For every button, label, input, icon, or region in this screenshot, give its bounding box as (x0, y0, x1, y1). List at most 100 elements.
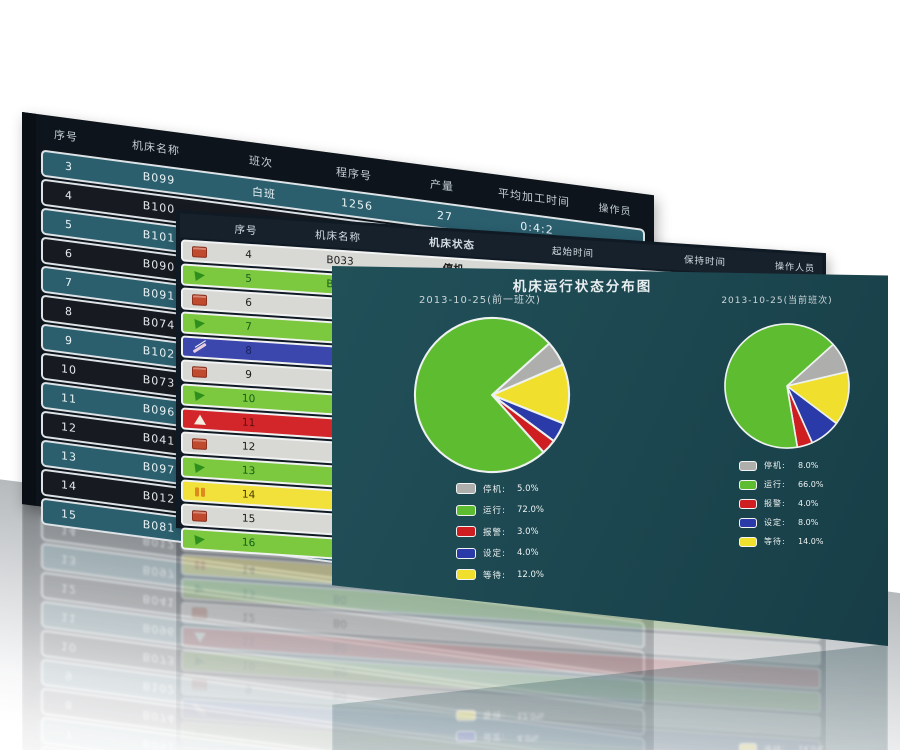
cell-serial: 9 (65, 333, 73, 348)
stop-icon (183, 293, 217, 306)
legend-value: 3.0% (517, 526, 539, 537)
cell-serial: 3 (65, 159, 73, 174)
legend-label: 运行: (764, 480, 786, 489)
legend-previous-shift: 停机: 5.0% 运行: 72.0% 报警: 3.0% 设定: 4.0% 等待: 12.0… (456, 478, 544, 586)
cell-serial: 4 (245, 248, 252, 262)
cell-output: 27 (437, 208, 453, 224)
cell-serial: 13 (61, 449, 77, 465)
cell-serial: 10 (241, 392, 256, 406)
status-distribution-screen: 机床运行状态分布图 2013-10-25(前一班次) 2013-10-25(当前… (332, 266, 888, 646)
legend-swatch-waiting (456, 569, 476, 581)
legend-label: 等待: (764, 537, 786, 546)
legend-swatch-alarm (739, 498, 757, 509)
header-output: 产量 (430, 177, 454, 194)
legend-swatch-setting (456, 547, 476, 559)
legend-swatch-running (456, 504, 476, 516)
legend-value: 4.0% (517, 548, 539, 559)
cell-serial: 16 (241, 536, 256, 550)
legend-item: 停机: 8.0% (739, 456, 823, 475)
cell-serial: 8 (245, 344, 252, 358)
legend-current-shift: 停机: 8.0% 运行: 66.0% 报警: 4.0% 设定: 8.0% 等待: 14.0… (739, 456, 823, 551)
chart-subtitle-previous-shift: 2013-10-25(前一班次) (419, 295, 541, 306)
cell-serial: 4 (65, 188, 73, 203)
legend-item: 报警: 3.0% (456, 521, 544, 543)
cell-serial: 7 (65, 275, 73, 290)
legend-value: 4.0% (798, 499, 819, 508)
legend-value: 72.0% (517, 505, 545, 516)
legend-swatch-running (739, 479, 757, 490)
header-serial: 序号 (54, 128, 78, 145)
header-operator: 操作员 (598, 202, 632, 218)
stop-icon (183, 437, 217, 450)
cell-serial: 14 (241, 488, 256, 502)
run-icon (183, 461, 217, 473)
header-icon-col (180, 225, 214, 227)
legend-item: 运行: 72.0% (456, 500, 544, 522)
cell-program: 1256 (341, 195, 373, 214)
legend-swatch-waiting (739, 536, 757, 547)
cell-serial: 14 (61, 478, 77, 494)
cell-serial: 6 (245, 296, 252, 310)
setting-icon (183, 342, 217, 353)
cell-serial: 13 (241, 464, 256, 478)
legend-swatch-setting (739, 517, 757, 528)
header-serial: 序号 (234, 223, 258, 237)
run-icon (183, 533, 217, 545)
header-machine-status: 机床状态 (429, 236, 475, 252)
legend-label: 等待: (483, 570, 506, 581)
header-avg-time: 平均加工时间 (498, 186, 570, 210)
legend-label: 设定: (483, 549, 506, 560)
pie-chart-current-shift (724, 323, 850, 449)
header-machine-name: 机床名称 (315, 228, 361, 244)
cell-serial: 11 (61, 391, 77, 407)
stop-icon (183, 509, 217, 522)
legend-item: 停机: 5.0% (456, 478, 544, 500)
cell-serial: 10 (61, 362, 77, 378)
pie-chart-previous-shift (414, 316, 571, 474)
stop-icon (183, 245, 217, 258)
legend-item: 设定: 4.0% (456, 543, 544, 565)
header-operator: 操作人员 (774, 261, 815, 274)
stop-icon (183, 365, 217, 378)
legend-value: 5.0% (517, 483, 539, 494)
header-program-no: 程序号 (336, 165, 372, 184)
header-hold-time: 保持时间 (683, 254, 726, 269)
pause-icon (183, 486, 217, 497)
cell-serial: 5 (65, 217, 73, 232)
header-shift: 班次 (249, 153, 273, 171)
legend-item: 等待: 12.0% (456, 564, 544, 586)
legend-item: 等待: 14.0% (739, 532, 823, 551)
panel-title: 机床运行状态分布图 (512, 279, 653, 295)
legend-label: 运行: (483, 506, 506, 517)
legend-label: 设定: (764, 518, 786, 527)
cell-serial: 7 (245, 320, 252, 334)
cell-serial: 9 (245, 368, 252, 382)
alarm-icon (183, 413, 217, 425)
legend-label: 报警: (764, 499, 786, 508)
run-icon (183, 317, 217, 329)
legend-swatch-stopped (456, 483, 476, 495)
legend-value: 14.0% (798, 537, 824, 546)
legend-label: 报警: (483, 527, 506, 538)
legend-value: 8.0% (798, 461, 819, 470)
cell-serial: 6 (65, 246, 73, 261)
legend-swatch-stopped (739, 460, 757, 471)
legend-value: 66.0% (798, 480, 824, 489)
legend-value: 8.0% (798, 518, 819, 527)
cell-serial: 15 (61, 507, 77, 523)
cell-shift: 白班 (252, 184, 276, 201)
cell-serial: 11 (241, 416, 256, 430)
run-icon (183, 389, 217, 401)
legend-label: 停机: (483, 484, 506, 495)
legend-swatch-alarm (456, 526, 476, 538)
cell-serial: 5 (245, 272, 252, 286)
cell-serial: 12 (241, 440, 256, 454)
cell-serial: 15 (241, 512, 256, 526)
legend-label: 停机: (764, 461, 786, 470)
legend-item: 报警: 4.0% (739, 494, 823, 513)
legend-item: 设定: 8.0% (739, 513, 823, 532)
legend-item: 运行: 66.0% (739, 475, 823, 494)
chart-subtitle-current-shift: 2013-10-25(当前班次) (721, 296, 833, 306)
cell-serial: 8 (65, 304, 73, 319)
